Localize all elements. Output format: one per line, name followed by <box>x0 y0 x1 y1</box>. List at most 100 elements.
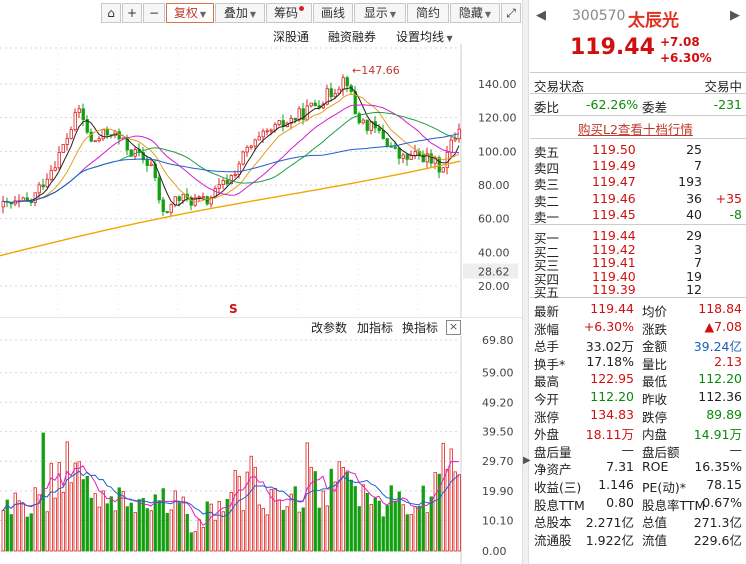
volume-chart[interactable]: 69.80 59.00 49.20 39.50 29.70 19.90 10.10 0.00 <box>0 0 522 564</box>
stat-value: 7.31 <box>606 459 634 475</box>
candle-body <box>377 127 381 131</box>
stat-row: 换手* 17.18% 量比 2.13 <box>530 354 746 372</box>
candle-body <box>361 119 365 124</box>
volume-bar <box>193 531 197 552</box>
stat-label: 涨幅 <box>534 321 560 337</box>
lock-icon[interactable]: ⌂ <box>101 3 121 23</box>
stat-label: 流值 <box>642 532 668 548</box>
zoom-out-icon[interactable]: − <box>143 3 165 23</box>
stat-value: 1.922亿 <box>585 532 634 548</box>
stat-row: 总股本 2.271亿 总值 271.3亿 <box>530 512 746 531</box>
candle-body <box>41 184 45 188</box>
stat-value: — <box>621 441 635 457</box>
stat-label: 总手 <box>534 339 560 355</box>
candle-body <box>85 119 89 133</box>
yincang-button[interactable]: 隐藏 ▼ <box>450 3 500 23</box>
xianshi-button[interactable]: 显示 ▼ <box>354 3 406 23</box>
vol-ma-line <box>2 470 460 518</box>
volume-bar <box>149 510 153 552</box>
bid-label: 买三 <box>534 258 560 274</box>
diejia-button[interactable]: 叠加 ▼ <box>215 3 265 23</box>
expand-icon[interactable]: ⤢ <box>501 3 521 23</box>
candle-body <box>245 146 249 153</box>
ask-row: 卖三 119.47 193 <box>530 174 746 192</box>
weibi-row: 委比 -62.26% 委差 -231 <box>530 97 746 115</box>
ask-volume: 36 <box>686 190 702 206</box>
volume-bar <box>301 507 305 552</box>
volume-bar <box>209 503 213 552</box>
volume-bar <box>125 506 129 552</box>
stat-row: 收益(三) 1.146 PE(动)* 78.15 <box>530 477 746 495</box>
stat-label: 昨收 <box>642 392 668 407</box>
stat-value: 2.271亿 <box>585 515 634 531</box>
chevron-down-icon: ▼ <box>199 10 207 19</box>
volume-bar <box>385 505 389 552</box>
ask-volume: 193 <box>678 174 702 190</box>
volume-bar <box>25 516 29 552</box>
stat-value: 271.3亿 <box>693 515 742 531</box>
ask-volume: 40 <box>686 206 702 222</box>
stat-label: 外盘 <box>534 427 560 443</box>
gaicanshu-link[interactable]: 改参数 <box>311 321 348 335</box>
candle-body <box>93 140 97 143</box>
volume-bar <box>233 469 237 552</box>
volume-bar <box>9 514 13 552</box>
candle-body <box>309 102 313 107</box>
huaxian-button[interactable]: 画线 <box>313 3 353 23</box>
volume-bar <box>369 503 373 552</box>
collapse-arrow-icon[interactable]: ▶ <box>523 455 531 466</box>
volume-bar <box>77 461 81 552</box>
candle-body <box>101 129 105 140</box>
prev-stock-icon[interactable]: ◀ <box>536 8 546 23</box>
stat-row: 股息TTM 0.80 股息率TTM 0.67% <box>530 495 746 513</box>
zoom-in-icon[interactable]: + <box>122 3 142 23</box>
stat-value: 33.02万 <box>585 339 634 355</box>
jianyue-button[interactable]: 简约 <box>407 3 449 23</box>
panel-divider[interactable]: ▶ <box>522 0 531 564</box>
volume-bar <box>221 511 225 552</box>
volume-bar <box>405 514 409 552</box>
huanzhibiao-link[interactable]: 换指标 <box>402 321 439 335</box>
stat-label: 涨停 <box>534 409 560 425</box>
volume-bar <box>329 468 333 552</box>
volume-bar <box>85 475 89 552</box>
vol-tick-label: 10.10 <box>482 514 514 527</box>
stat-label: 量比 <box>642 356 668 372</box>
candle-body <box>129 149 133 157</box>
volume-bar <box>289 493 293 552</box>
volume-bar <box>373 497 377 552</box>
kline-chart[interactable]: 140.00 120.00 100.00 80.00 60.00 40.00 28.62 20… <box>0 0 522 318</box>
volume-bar <box>81 479 85 552</box>
status-row: 交易状态 交易中 <box>530 76 746 94</box>
jiazhibiao-link[interactable]: 加指标 <box>357 321 394 335</box>
candle-body <box>77 108 81 114</box>
volume-bar <box>317 507 321 552</box>
bid-volume: 29 <box>686 228 702 243</box>
junxian-link[interactable]: 设置均线 ▼ <box>396 30 453 44</box>
next-stock-icon[interactable]: ▶ <box>730 8 740 23</box>
volume-bar <box>281 509 285 552</box>
l2-link[interactable]: 购买L2查看十档行情 <box>578 122 693 137</box>
chouma-button[interactable]: 筹码 <box>266 3 312 23</box>
candle-body <box>429 153 433 164</box>
cursor-price-box <box>463 263 518 279</box>
volume-bar <box>169 509 173 552</box>
y-tick-label: 80.00 <box>478 179 510 192</box>
rongzi-link[interactable]: 融资融券 <box>328 30 377 44</box>
volume-bar <box>253 466 257 552</box>
volume-bar <box>273 487 277 552</box>
bid-price: 119.42 <box>592 241 636 257</box>
stat-value: 118.84 <box>698 301 742 316</box>
y-tick-label: 100.00 <box>478 145 517 158</box>
volume-bar <box>29 513 33 552</box>
shengangtong-link[interactable]: 深股通 <box>273 30 310 44</box>
close-icon[interactable]: × <box>446 320 461 335</box>
volume-bar <box>277 499 281 552</box>
volume-bar <box>321 490 325 552</box>
volume-bar <box>261 507 265 552</box>
volume-bar <box>357 506 361 552</box>
fuquan-button[interactable]: 复权 ▼ <box>166 3 214 23</box>
volume-bar <box>1 510 5 552</box>
volume-bar <box>21 503 25 552</box>
high-price-label: ←147.66 <box>352 64 400 77</box>
